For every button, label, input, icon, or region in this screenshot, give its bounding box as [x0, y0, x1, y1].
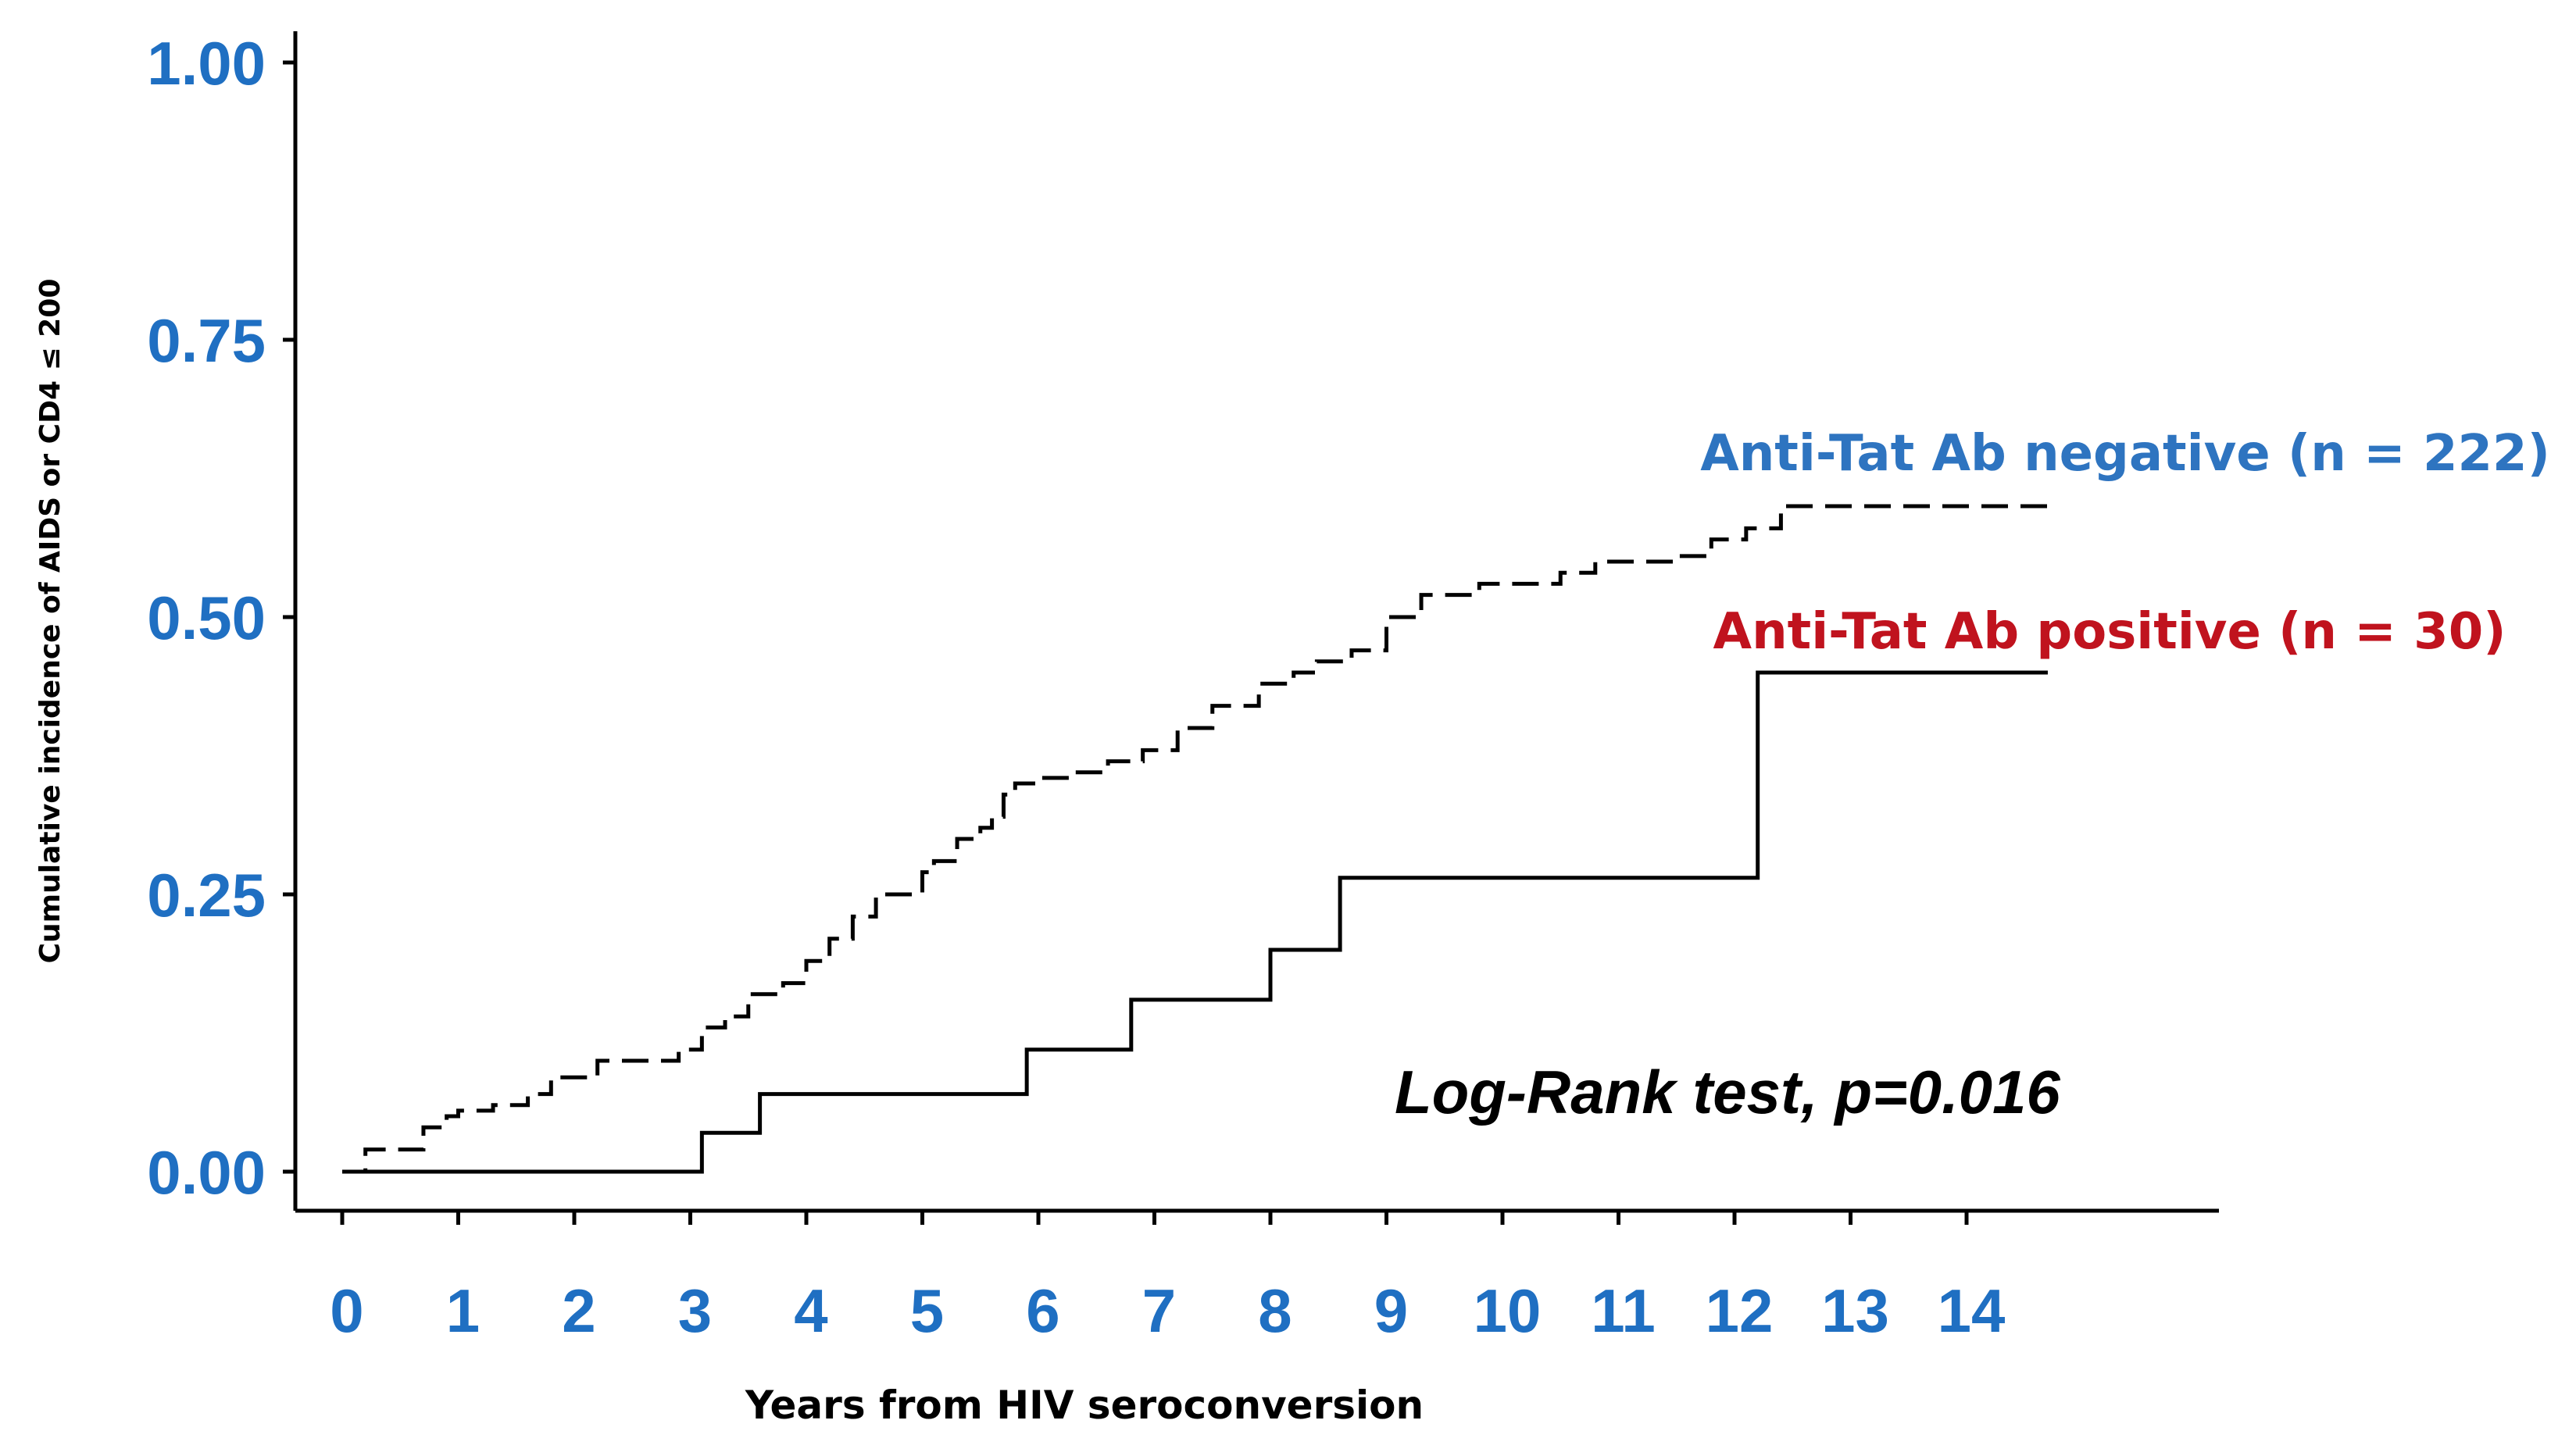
x-tick-label: 13 — [1821, 1276, 1889, 1345]
x-tick-label: 14 — [1938, 1276, 2006, 1345]
x-axis-title: Years from HIV seroconversion — [745, 1383, 1424, 1428]
x-tick-label: 6 — [1026, 1276, 1059, 1345]
x-tick-label: 3 — [678, 1276, 712, 1345]
y-tick-label: 1.00 — [147, 29, 266, 98]
series-label: Anti-Tat Ab positive (n = 30) — [1713, 603, 2506, 661]
series-line — [342, 504, 2048, 1174]
x-tick-label: 1 — [446, 1276, 480, 1345]
x-tick-label: 2 — [562, 1276, 595, 1345]
y-axis: 0.00 0.25 0.50 0.75 1.00 — [147, 29, 298, 1211]
x-tick-label: 11 — [1591, 1276, 1655, 1345]
series-label: Anti-Tat Ab negative (n = 222) — [1700, 425, 2550, 483]
series-curves — [342, 504, 2048, 1174]
y-tick-label: 0.75 — [147, 306, 266, 375]
y-axis-title: Cumulative incidence of AIDS or CD4 ≤ 20… — [34, 279, 66, 964]
log-rank-annotation: Log-Rank test, p=0.016 — [1395, 1058, 2060, 1126]
chart-labels: Years from HIV seroconversion Cumulative … — [34, 279, 2550, 1428]
x-tick-label: 5 — [910, 1276, 944, 1345]
series-line — [342, 670, 2048, 1174]
x-tick-label: 0 — [330, 1276, 363, 1345]
x-tick-label: 7 — [1142, 1276, 1176, 1345]
x-tick-label: 12 — [1706, 1276, 1774, 1345]
x-tick-label: 4 — [794, 1276, 827, 1345]
y-tick-label: 0.50 — [147, 583, 266, 652]
x-tick-label: 10 — [1474, 1276, 1542, 1345]
y-tick-label: 0.00 — [147, 1138, 266, 1207]
x-tick-label: 8 — [1258, 1276, 1292, 1345]
y-tick-label: 0.25 — [147, 861, 266, 930]
x-tick-label: 9 — [1374, 1276, 1408, 1345]
x-axis: 0 1 2 3 4 5 6 7 8 9 10 11 12 13 14 — [295, 1208, 2219, 1345]
